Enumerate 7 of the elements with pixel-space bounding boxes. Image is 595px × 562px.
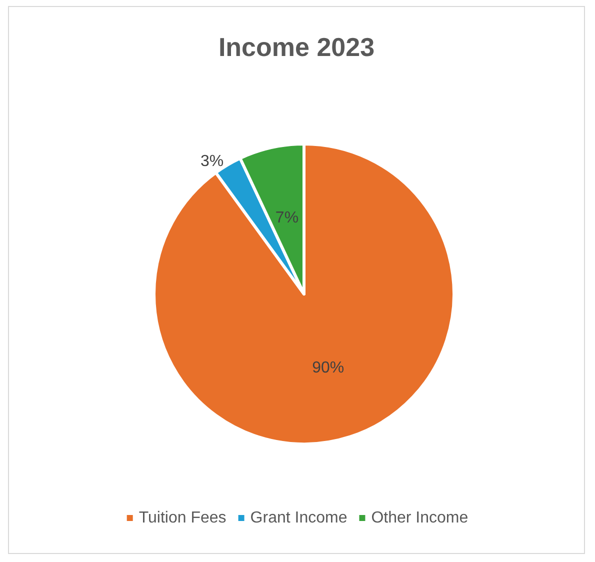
chart-title: Income 2023 (218, 32, 375, 62)
data-label: 3% (200, 152, 224, 170)
legend-label: Other Income (371, 510, 468, 526)
data-label: 7% (275, 209, 299, 226)
legend-label: Grant Income (250, 510, 348, 526)
data-label: 90% (312, 360, 344, 377)
legend-label: Tuition Fees (138, 510, 226, 526)
